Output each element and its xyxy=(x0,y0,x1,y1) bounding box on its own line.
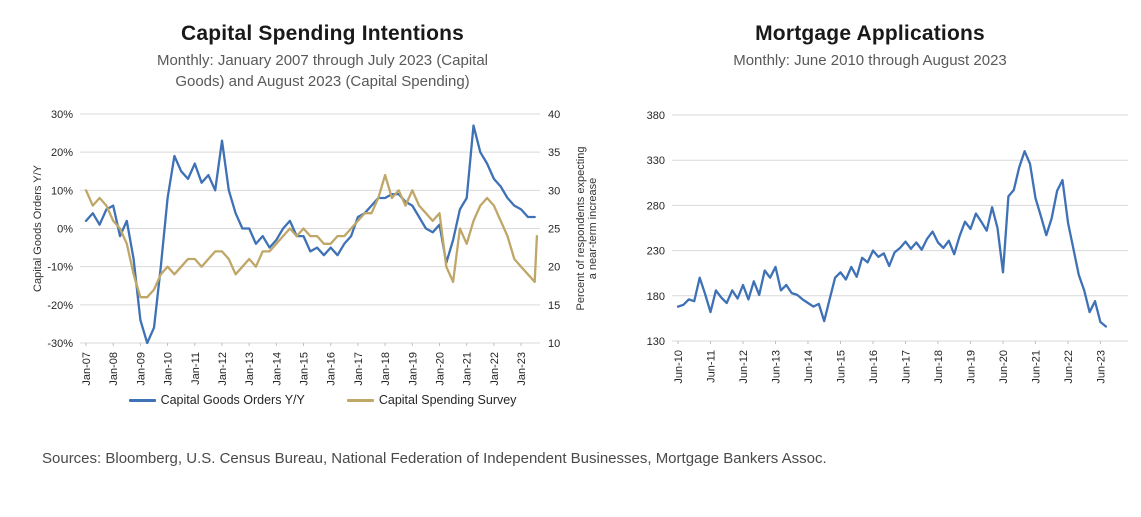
x-axis-tick-label: Jan-21 xyxy=(462,352,474,386)
y-axis-tick-label: 330 xyxy=(647,155,665,167)
x-axis-tick-label: Jan-17 xyxy=(353,352,365,386)
legend-item-capital-spending-survey: Capital Spending Survey xyxy=(346,393,517,407)
y-axis-tick-label: 380 xyxy=(647,110,665,122)
right-y-axis-title-line2: a near-term increase xyxy=(587,178,599,280)
x-axis-tick-label: Jan-19 xyxy=(407,352,419,386)
x-axis-tick-label: Jan-08 xyxy=(108,352,120,386)
right-chart-plot: 380 330 280 230 180 130 Jun-10 Jun-11 Jun-12 Jun-… xyxy=(647,110,1128,384)
legend: Capital Goods Orders Y/Y Capital Spendin… xyxy=(30,393,615,407)
series-line-capital-goods-orders xyxy=(84,124,536,345)
right-chart-title: Mortgage Applications xyxy=(755,22,985,45)
secondary-y-axis-tick-label: 35 xyxy=(548,147,560,159)
y-axis-tick-label: -20% xyxy=(47,300,73,312)
right-chart-subtitle: Monthly: June 2010 through August 2023 xyxy=(625,50,1115,71)
x-axis-tick-label: Jun-12 xyxy=(738,350,750,384)
x-axis-tick-label: Jun-21 xyxy=(1030,350,1042,384)
series-line-capital-spending-survey xyxy=(84,173,539,299)
x-axis-tick-label: Jan-07 xyxy=(81,352,93,386)
left-chart-subtitle: Monthly: January 2007 through July 2023 … xyxy=(30,50,615,92)
legend-label-capital-goods-orders: Capital Goods Orders Y/Y xyxy=(160,393,305,407)
y-axis-tick-label: 10% xyxy=(51,185,73,197)
left-chart-subtitle-line1: Monthly: January 2007 through July 2023 … xyxy=(156,52,489,69)
legend-swatch-capital-goods-orders xyxy=(128,398,156,402)
secondary-y-axis-tick-label: 30 xyxy=(548,185,560,197)
x-axis-tick-label: Jun-10 xyxy=(673,350,685,384)
x-axis-tick-label: Jun-14 xyxy=(803,350,815,384)
x-axis-tick-label: Jun-22 xyxy=(1063,350,1075,384)
y-axis-tick-label: 0% xyxy=(57,224,73,236)
x-axis-tick-label: Jun-20 xyxy=(998,350,1010,384)
y-axis-tick-label: 230 xyxy=(647,246,665,258)
left-chart-plot: 30% 40 20% 35 10% 30 0% 25 -10% 20 -20% 15 -30% 10 Jan… xyxy=(32,109,599,386)
x-axis-tick-label: Jan-12 xyxy=(217,352,229,386)
right-y-axis-title-line1: Percent of respondents expecting xyxy=(575,147,587,311)
secondary-y-axis-tick-label: 10 xyxy=(548,338,560,350)
y-axis-tick-label: 20% xyxy=(51,147,73,159)
right-chart-subtitle-line1: Monthly: June 2010 through August 2023 xyxy=(733,52,1007,69)
x-axis-tick-label: Jun-16 xyxy=(868,350,880,384)
legend-item-capital-goods-orders: Capital Goods Orders Y/Y xyxy=(128,393,305,407)
x-axis-tick-label: Jan-15 xyxy=(299,352,311,386)
secondary-y-axis-tick-label: 40 xyxy=(548,109,560,121)
sources-text: Sources: Bloomberg, U.S. Census Bureau, … xyxy=(42,450,827,467)
x-axis-tick-label: Jan-22 xyxy=(489,352,501,386)
x-axis-tick-label: Jan-16 xyxy=(326,352,338,386)
y-axis-tick-label: 130 xyxy=(647,336,665,348)
x-axis-tick-label: Jun-11 xyxy=(705,350,717,383)
x-axis-tick-label: Jan-13 xyxy=(244,352,256,386)
x-axis-tick-label: Jun-15 xyxy=(835,350,847,384)
y-axis-tick-label: 280 xyxy=(647,200,665,212)
y-axis-tick-label: 180 xyxy=(647,291,665,303)
secondary-y-axis-tick-label: 20 xyxy=(548,262,560,274)
x-axis-tick-label: Jan-10 xyxy=(163,352,175,386)
x-axis-tick-label: Jan-20 xyxy=(434,352,446,386)
x-axis-tick-label: Jan-18 xyxy=(380,352,392,386)
left-chart-title: Capital Spending Intentions xyxy=(180,22,465,45)
legend-label-capital-spending-survey: Capital Spending Survey xyxy=(378,393,517,407)
legend-swatch-capital-spending-survey xyxy=(346,398,374,402)
y-axis-tick-label: -10% xyxy=(47,262,73,274)
left-y-axis-title: Capital Goods Orders Y/Y xyxy=(32,164,44,292)
x-axis-tick-label: Jan-11 xyxy=(190,352,202,385)
x-axis-tick-label: Jun-13 xyxy=(770,350,782,384)
x-axis-tick-label: Jan-23 xyxy=(516,352,528,386)
x-axis-tick-label: Jan-09 xyxy=(135,352,147,386)
secondary-y-axis-tick-label: 15 xyxy=(548,300,560,312)
left-chart-subtitle-line2: Goods) and August 2023 (Capital Spending… xyxy=(175,73,470,90)
x-axis-tick-label: Jun-17 xyxy=(900,350,912,384)
x-axis-tick-label: Jun-19 xyxy=(965,350,977,384)
y-axis-tick-label: -30% xyxy=(47,338,73,350)
y-axis-tick-label: 30% xyxy=(51,109,73,121)
series-line-mortgage-applications xyxy=(676,150,1108,328)
x-axis-tick-label: Jun-23 xyxy=(1095,350,1107,384)
secondary-y-axis-tick-label: 25 xyxy=(548,224,560,236)
x-axis-tick-label: Jun-18 xyxy=(933,350,945,384)
x-axis-tick-label: Jan-14 xyxy=(271,352,283,386)
